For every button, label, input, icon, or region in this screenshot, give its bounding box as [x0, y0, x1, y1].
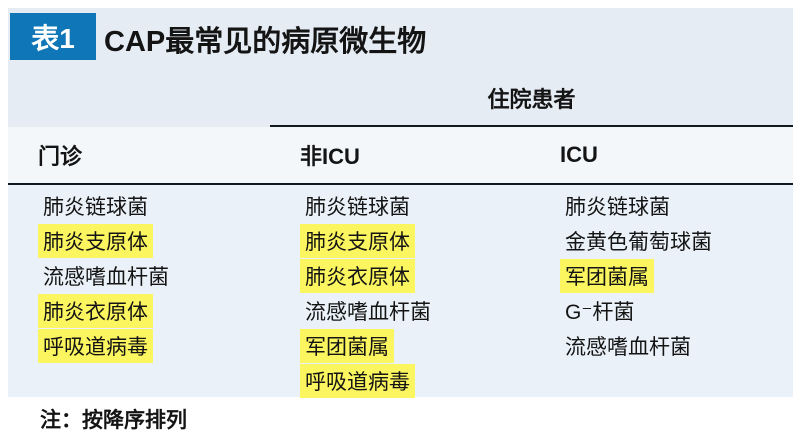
table-number-badge: 表1 — [10, 13, 96, 60]
pathogen-cell-highlighted: 呼吸道病毒 — [38, 328, 153, 363]
group-header-band: 住院患者 — [8, 70, 793, 127]
table-row: 流感嗜血杆菌 — [560, 328, 696, 363]
pathogen-cell: 流感嗜血杆菌 — [43, 265, 169, 289]
pathogen-cell-highlighted: 肺炎衣原体 — [38, 293, 153, 328]
column-non-icu: 肺炎链球菌肺炎支原体 肺炎衣原体流感嗜血杆菌军团菌属 呼吸道病毒 — [300, 188, 560, 398]
pathogen-cell-highlighted: 肺炎支原体 — [38, 223, 153, 258]
table-row: 肺炎衣原体 — [300, 258, 415, 293]
pathogen-cell-highlighted: 肺炎衣原体 — [300, 258, 415, 293]
table-row: 肺炎链球菌 — [300, 188, 415, 223]
table-row: 军团菌属 — [300, 328, 394, 363]
pathogen-cell: 流感嗜血杆菌 — [565, 335, 691, 359]
pathogen-cell: 肺炎链球菌 — [305, 195, 410, 219]
column-icu: 肺炎链球菌金黄色葡萄球菌军团菌属 G⁻杆菌流感嗜血杆菌 — [560, 188, 793, 398]
pathogen-cell: 流感嗜血杆菌 — [305, 300, 431, 324]
table-row: 军团菌属 — [560, 258, 654, 293]
pathogen-cell: G⁻杆菌 — [565, 300, 635, 324]
pathogen-cell: 金黄色葡萄球菌 — [565, 230, 712, 254]
footnote: 注：按降序排列 — [40, 409, 187, 432]
table-body: 肺炎链球菌 肺炎支原体 流感嗜血杆菌 肺炎衣原体 呼吸道病毒 肺炎链球菌 肺炎支原体 肺炎衣… — [8, 185, 793, 398]
table-row: 肺炎支原体 — [300, 223, 415, 258]
table-row: 肺炎链球菌 — [560, 188, 675, 223]
table-panel: 表1 CAP最常见的病原微生物 住院患者 门诊 非ICU ICU 肺炎链球菌 肺炎… — [8, 8, 793, 398]
pathogen-cell-highlighted: 军团菌属 — [300, 328, 394, 363]
table-row: 肺炎衣原体 — [38, 293, 153, 328]
group-header-inpatient: 住院患者 — [270, 70, 793, 127]
column-header-outpatient: 门诊 — [38, 144, 83, 169]
table-row: 呼吸道病毒 — [300, 363, 415, 398]
table-row: G⁻杆菌 — [560, 293, 639, 328]
column-header-icu: ICU — [560, 142, 598, 167]
pathogen-cell-highlighted: 军团菌属 — [560, 258, 654, 293]
column-header-row: 门诊 非ICU ICU — [8, 127, 793, 185]
column-header-non-icu: 非ICU — [300, 144, 360, 169]
table-row: 金黄色葡萄球菌 — [560, 223, 717, 258]
pathogen-cell: 肺炎链球菌 — [43, 195, 148, 219]
table-row: 肺炎支原体 — [38, 223, 153, 258]
table-row: 流感嗜血杆菌 — [300, 293, 436, 328]
pathogen-cell-highlighted: 肺炎支原体 — [300, 223, 415, 258]
pathogen-cell-highlighted: 呼吸道病毒 — [300, 363, 415, 398]
column-outpatient: 肺炎链球菌肺炎支原体流感嗜血杆菌肺炎衣原体 呼吸道病毒 — [38, 188, 300, 398]
table-row: 呼吸道病毒 — [38, 328, 153, 363]
pathogen-cell: 肺炎链球菌 — [565, 195, 670, 219]
title-band: 表1 CAP最常见的病原微生物 — [8, 8, 793, 70]
page-title: CAP最常见的病原微生物 — [104, 26, 427, 58]
table-row: 肺炎链球菌 — [38, 188, 153, 223]
table-row: 流感嗜血杆菌 — [38, 258, 174, 293]
